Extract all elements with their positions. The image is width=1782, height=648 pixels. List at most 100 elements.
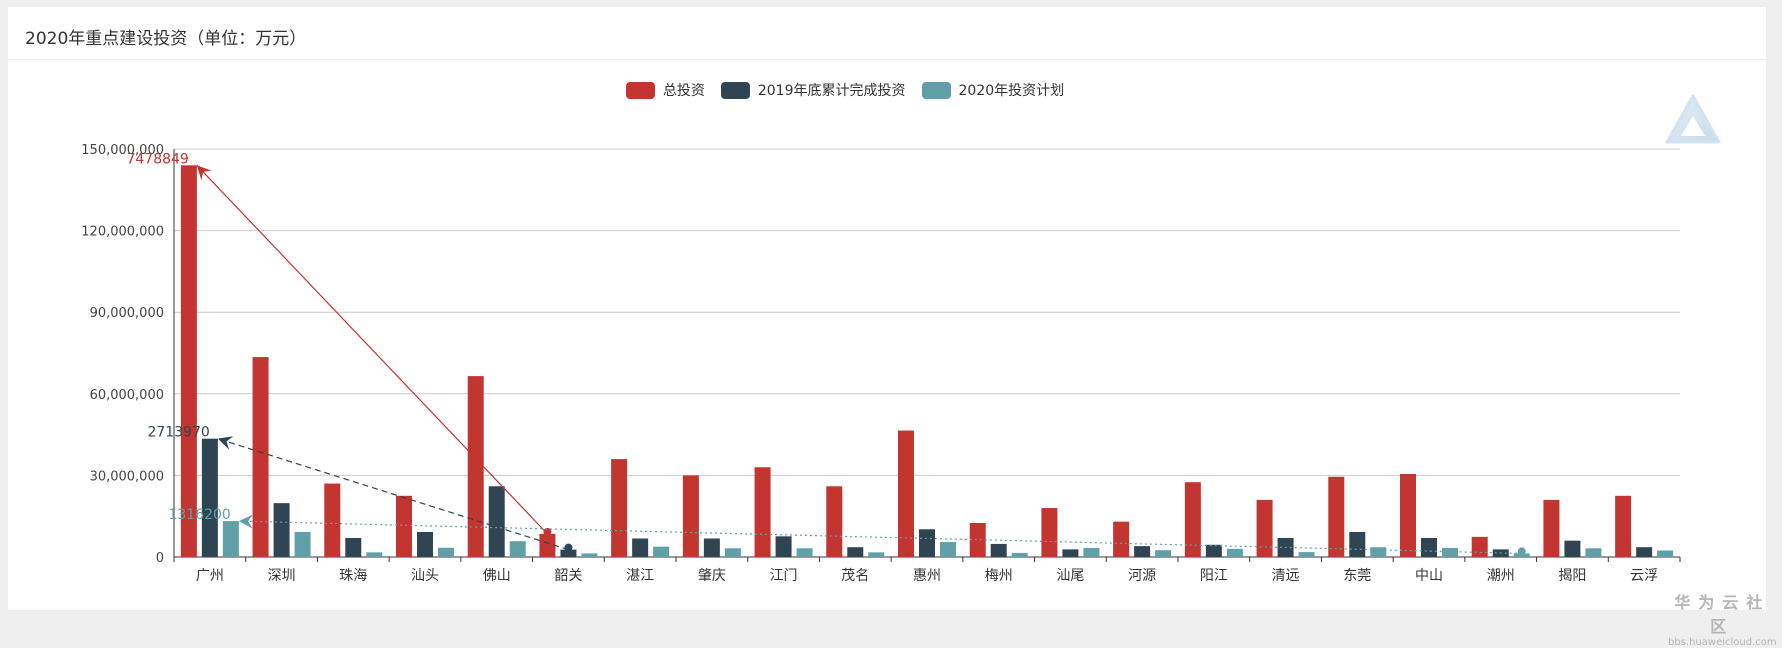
x-category-label: 茂名 bbox=[841, 567, 869, 584]
bar-1-3 bbox=[417, 531, 433, 557]
legend-label-plan: 2020年投资计划 bbox=[958, 83, 1065, 99]
x-category-label: 东莞 bbox=[1343, 568, 1371, 584]
trend-line-0 bbox=[196, 164, 548, 535]
bar-0-16 bbox=[1328, 476, 1345, 557]
bar-1-2 bbox=[345, 537, 362, 557]
bar-0-7 bbox=[682, 475, 699, 557]
trend-label-2: 1316200 bbox=[168, 507, 230, 523]
x-category-label: 云浮 bbox=[1630, 568, 1658, 584]
watermark-sub: bbs.huaweicloud.com bbox=[1668, 637, 1777, 648]
trend-label-0: 7478849 bbox=[126, 151, 188, 167]
bar-2-12 bbox=[1083, 548, 1100, 557]
bar-0-8 bbox=[754, 467, 771, 557]
bar-2-17 bbox=[1442, 548, 1458, 557]
bar-1-10 bbox=[919, 529, 935, 557]
bar-2-4 bbox=[509, 541, 526, 557]
x-category-label: 韶关 bbox=[554, 568, 582, 584]
x-category-label: 江门 bbox=[770, 568, 798, 584]
bar-0-6 bbox=[611, 459, 628, 557]
y-tick-label: 90,000,000 bbox=[90, 306, 164, 321]
bar-1-8 bbox=[775, 536, 792, 557]
y-tick-label: 150,000,000 bbox=[81, 143, 164, 158]
bar-1-4 bbox=[488, 486, 505, 557]
y-tick-label: 120,000,000 bbox=[81, 225, 164, 240]
x-category-label: 汕尾 bbox=[1056, 568, 1084, 584]
bar-0-14 bbox=[1184, 482, 1201, 557]
bar-1-20 bbox=[1636, 547, 1653, 557]
x-category-label: 珠海 bbox=[339, 568, 367, 584]
x-category-label: 肇庆 bbox=[698, 568, 726, 584]
bar-0-15 bbox=[1256, 499, 1273, 557]
bar-2-20 bbox=[1657, 550, 1674, 557]
bar-1-5 bbox=[560, 549, 577, 557]
page-title: 2020年重点建设投资（单位：万元） bbox=[25, 29, 307, 49]
bar-0-20 bbox=[1615, 495, 1632, 557]
bar-0-1 bbox=[252, 357, 269, 557]
bar-2-15 bbox=[1298, 552, 1315, 557]
bar-0-4 bbox=[467, 376, 484, 557]
chart-card: 2020年重点建设投资（单位：万元） 总投资 2019年底累计完成投资 2020… bbox=[8, 7, 1777, 648]
bar-2-9 bbox=[868, 552, 885, 557]
bar-1-17 bbox=[1421, 537, 1437, 557]
triangle-logo-icon bbox=[1663, 92, 1723, 152]
bar-0-17 bbox=[1400, 474, 1416, 557]
legend-item-total[interactable]: 总投资 bbox=[625, 80, 705, 100]
bar-1-0 bbox=[201, 438, 218, 557]
bar-2-2 bbox=[366, 552, 383, 557]
chart-legend: 总投资 2019年底累计完成投资 2020年投资计划 bbox=[0, 80, 1724, 100]
x-category-label: 清远 bbox=[1272, 568, 1300, 584]
y-tick-label: 30,000,000 bbox=[90, 469, 164, 484]
bar-2-10 bbox=[940, 542, 956, 557]
legend-item-completed[interactable]: 2019年底累计完成投资 bbox=[720, 80, 906, 100]
bar-2-13 bbox=[1155, 550, 1172, 557]
card-header: 2020年重点建设投资（单位：万元） bbox=[8, 7, 1766, 60]
x-category-label: 中山 bbox=[1415, 568, 1443, 584]
x-category-label: 汕头 bbox=[411, 568, 439, 584]
bar-2-8 bbox=[796, 548, 813, 557]
bar-1-7 bbox=[703, 538, 720, 557]
legend-swatch-completed bbox=[720, 81, 750, 99]
bar-0-18 bbox=[1471, 536, 1488, 557]
trend-line-2 bbox=[238, 520, 1522, 555]
legend-label-total: 总投资 bbox=[662, 83, 705, 99]
x-category-label: 梅州 bbox=[985, 568, 1013, 584]
bar-1-13 bbox=[1134, 546, 1151, 557]
bar-1-12 bbox=[1062, 549, 1079, 557]
bar-1-16 bbox=[1349, 531, 1366, 557]
bar-2-5 bbox=[581, 553, 598, 557]
x-category-label: 惠州 bbox=[913, 568, 941, 584]
bar-2-7 bbox=[724, 548, 741, 557]
x-category-label: 佛山 bbox=[483, 568, 511, 584]
bar-2-3 bbox=[438, 547, 454, 557]
bar-1-1 bbox=[273, 503, 290, 557]
bar-0-2 bbox=[324, 483, 341, 557]
legend-swatch-total bbox=[625, 81, 655, 99]
legend-swatch-plan bbox=[921, 81, 951, 99]
bar-0-5 bbox=[539, 533, 556, 557]
bar-2-19 bbox=[1585, 548, 1602, 557]
bar-2-6 bbox=[653, 546, 670, 557]
bar-0-13 bbox=[1113, 521, 1130, 557]
x-category-label: 深圳 bbox=[268, 568, 296, 584]
bar-1-11 bbox=[990, 543, 1007, 557]
bar-2-1 bbox=[294, 531, 311, 557]
bar-1-14 bbox=[1205, 544, 1222, 557]
x-category-label: 河源 bbox=[1128, 568, 1156, 584]
bar-0-10 bbox=[898, 430, 914, 557]
x-category-label: 广州 bbox=[196, 568, 224, 584]
bar-chart: 0 30,000,000 60,000,000 90,000,000 120,000,0… bbox=[81, 143, 1681, 584]
trend-marker-2 bbox=[1517, 547, 1526, 556]
bar-0-0 bbox=[180, 165, 197, 557]
bar-2-16 bbox=[1370, 547, 1387, 557]
bar-2-0 bbox=[222, 521, 239, 557]
y-tick-label: 0 bbox=[156, 551, 164, 566]
x-category-label: 阳江 bbox=[1200, 568, 1228, 584]
legend-item-plan[interactable]: 2020年投资计划 bbox=[921, 80, 1065, 100]
x-category-label: 湛江 bbox=[626, 568, 654, 584]
trend-marker-0 bbox=[543, 527, 552, 536]
bar-0-3 bbox=[396, 495, 412, 557]
bar-2-11 bbox=[1011, 552, 1028, 557]
trend-line-1 bbox=[217, 438, 569, 551]
bar-1-6 bbox=[632, 538, 649, 557]
bar-0-19 bbox=[1543, 499, 1560, 557]
